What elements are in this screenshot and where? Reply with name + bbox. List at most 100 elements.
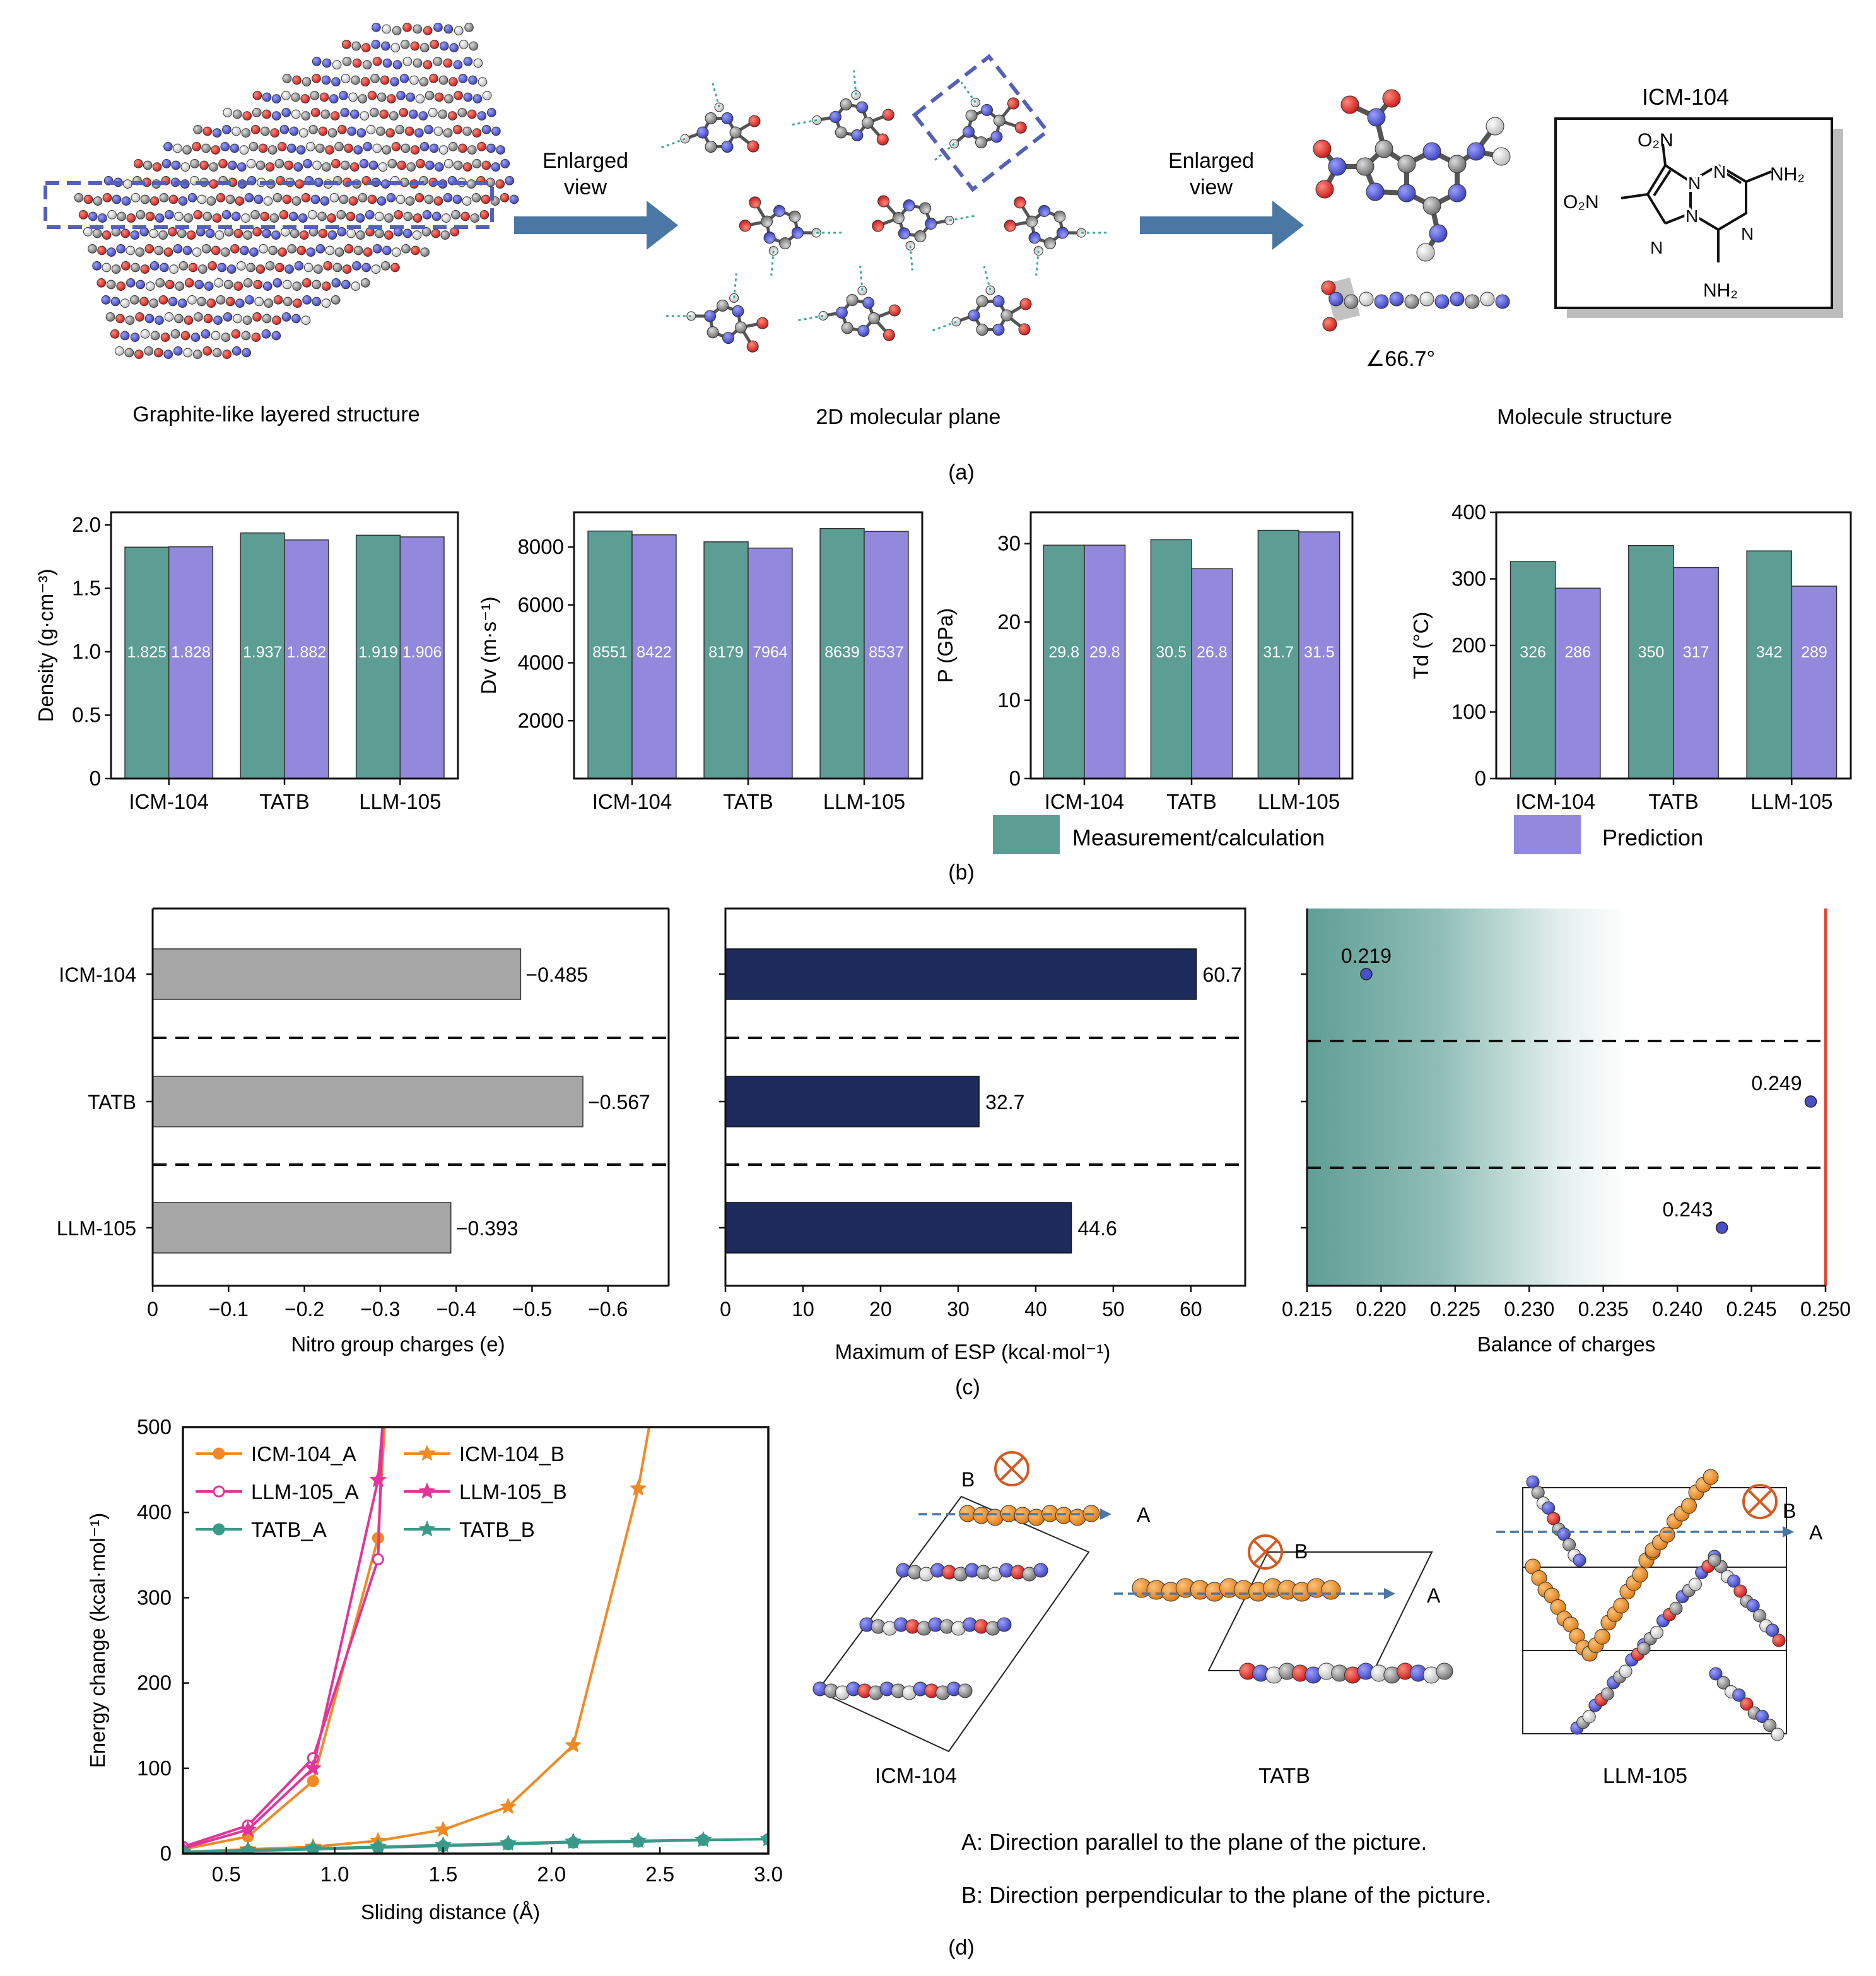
perpendicular-direction-symbol [1248,1534,1283,1570]
plane-atom [1076,228,1086,238]
crystal-atom [1756,1710,1769,1723]
layer-atom [339,91,348,100]
plot-frame [182,1426,770,1855]
h-bond [816,232,842,234]
layer-atom [392,60,402,69]
formula-n-2: N [1741,224,1754,244]
layer-atom [191,332,201,342]
molecule-atom [1367,108,1386,127]
layer-atom [314,264,323,274]
layer-atom [448,77,458,86]
hbar-icm-104 [725,948,1197,1000]
side-atom [1359,291,1374,307]
x-tick-label: ICM-104 [592,790,672,813]
layer-atom [382,24,392,34]
layer-atom [124,348,134,358]
y-tick-label: 0 [90,767,101,790]
layer-atom [175,281,185,291]
layer-atom [145,211,155,221]
layer-atom [336,210,346,220]
layer-atom [193,210,203,220]
layer-atom [144,346,154,356]
layer-atom [194,279,204,290]
layer-atom [468,75,478,85]
layer-atom [174,211,184,221]
plot-frame [724,907,1246,1287]
plane-atom [1007,97,1019,110]
layer-atom [404,126,414,136]
layer-atom [171,160,181,170]
panel-a: Graphite-like layered structure Enlarged… [44,23,1843,485]
molecule-atom [1422,142,1441,161]
point-llm-105-a [372,1553,384,1566]
layer-atom [509,194,519,204]
point-llm-105-b [239,1820,257,1837]
plane-molecule [872,195,975,271]
layer-atom [111,264,121,274]
layer-atom [102,193,112,203]
layer-atom [321,298,331,308]
bar-value-label: 31.7 [1263,644,1294,661]
layer-atom [180,162,191,172]
layer-atom [126,278,136,288]
layer-atom [144,244,155,254]
layer-atom [390,262,400,273]
layer-atom [331,278,341,288]
layer-atom [165,279,175,290]
crystal-atom [1732,1688,1746,1702]
plane-atom [732,305,744,317]
plane-atom [862,117,874,129]
layer-atom [291,196,302,206]
y-tick-label: 1.0 [72,640,101,663]
layer-atom [458,143,467,153]
layer-atom [235,298,245,308]
formula-n-1: N [1713,162,1726,182]
x-tick-label: 1.5 [429,1862,458,1886]
layer-atom [402,23,412,32]
plane-atom [705,112,717,124]
layer-atom [467,145,477,155]
plane-atom [905,240,915,250]
layer-atom [101,295,111,305]
layer-atom [368,160,378,170]
x-tick-label: TATB [259,790,309,813]
layer-atom [177,228,187,238]
layer-atom [263,196,273,206]
plane-atom [846,294,859,307]
layer-atom [367,194,377,204]
layer-atom [273,295,283,305]
plane-atom [686,311,696,321]
layer-atom [188,262,198,273]
layer-atom [384,230,394,240]
plane-atom [835,126,847,139]
layer-atom [121,196,131,206]
point-tatb-b [499,1834,517,1851]
layer-atom [382,58,392,68]
side-atom [1322,317,1337,332]
h-bond [712,83,720,108]
plane-atom [829,110,841,123]
layer-atom [212,128,222,138]
point-tatb-b [565,1832,582,1849]
panel-label-a: (a) [948,461,975,485]
layer-atom [192,142,201,151]
plane-molecule [934,81,1027,162]
layer-atom [130,332,140,342]
bar-chart-detonation-velocity: 8551 8422 ICM-104 8179 7964 TATB 8639 8537 LLM-1… [477,511,923,813]
layer-atom [150,331,160,341]
molecule-atom [1429,224,1448,243]
side-atom [1328,291,1344,307]
molecule-atom [1416,243,1435,262]
layer-atom [136,279,146,290]
plane-atom [1014,196,1026,209]
layer-atom [453,60,463,69]
crystal-atom [1727,1574,1741,1588]
layer-atom [400,40,410,49]
bar-value-label: 1.937 [243,644,283,661]
crystal-atom [1436,1662,1453,1680]
layer-atom [372,23,381,32]
layer-atom [173,143,182,153]
layer-atom [282,279,292,290]
legend-swatch-measurement [993,815,1060,854]
point-tatb-b [695,1831,712,1847]
